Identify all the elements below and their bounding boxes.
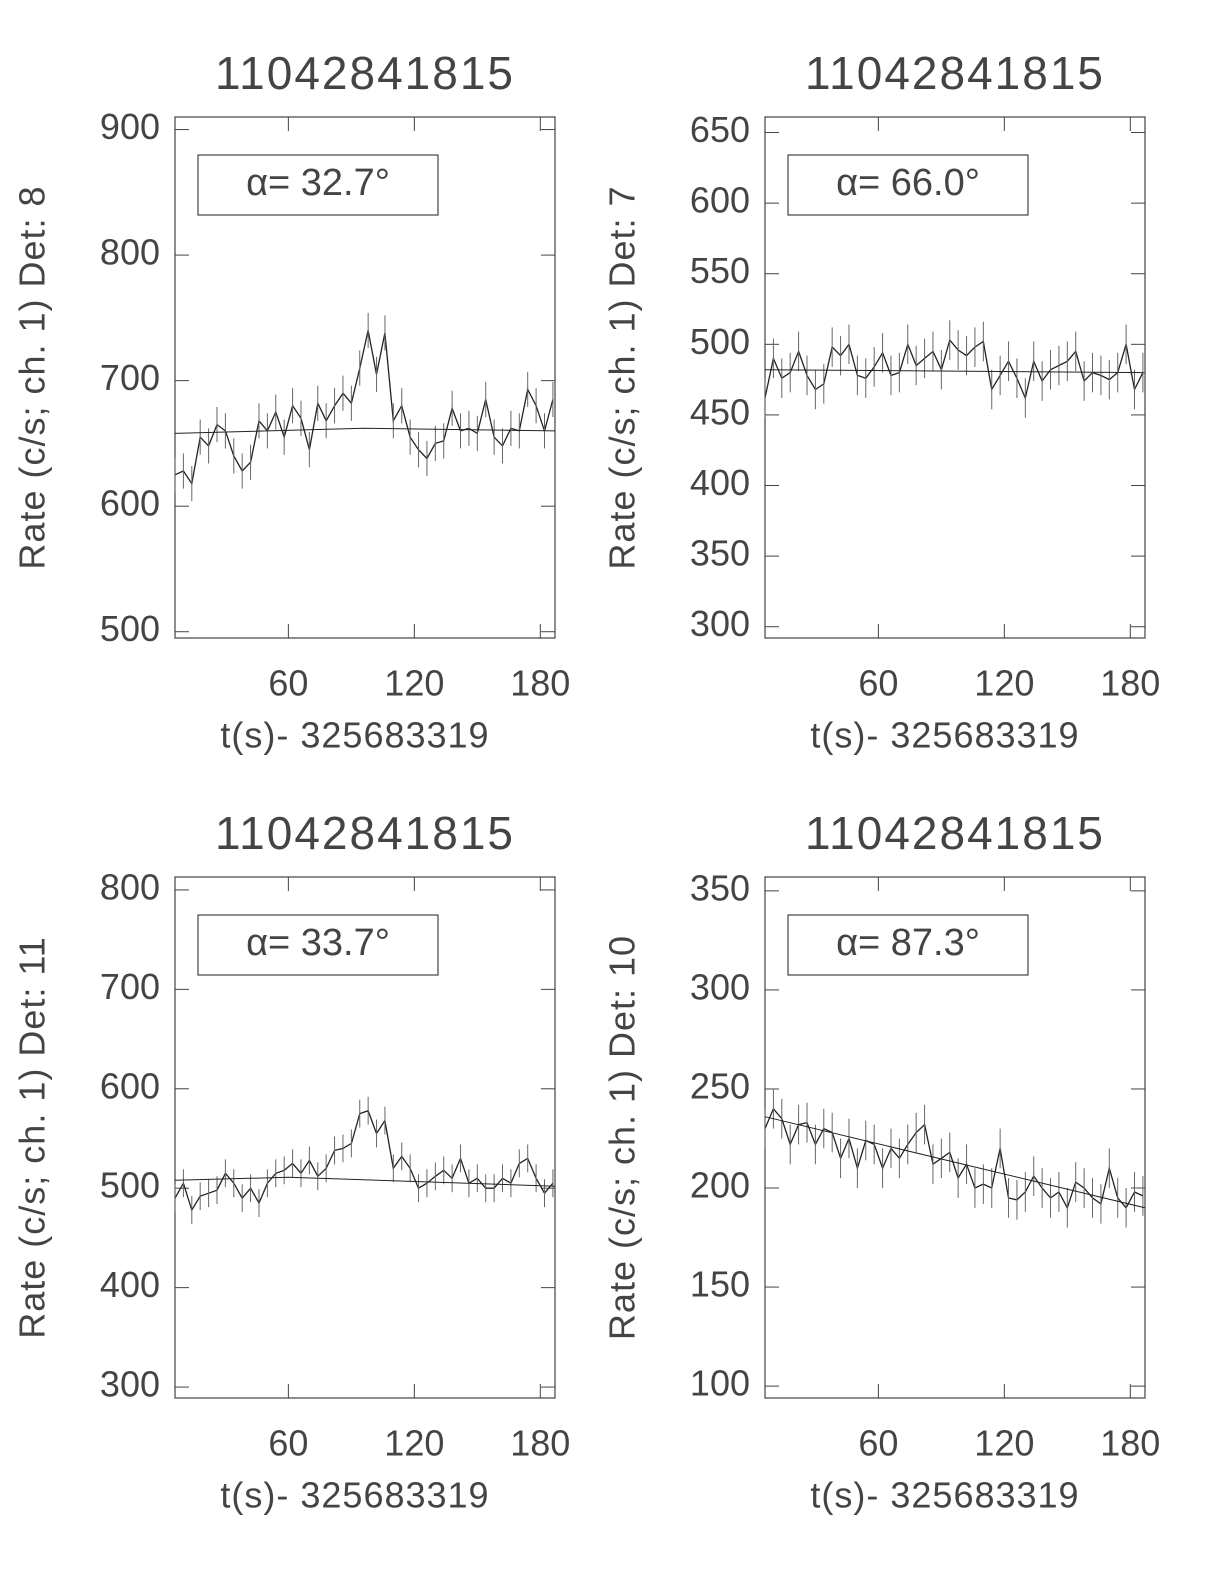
y-tick-label: 650 bbox=[690, 109, 750, 150]
y-tick-label: 350 bbox=[690, 533, 750, 574]
y-tick-label: 600 bbox=[100, 1065, 160, 1106]
x-tick-label: 120 bbox=[384, 663, 444, 704]
data-line bbox=[174, 1109, 554, 1212]
annotation-box bbox=[787, 914, 1029, 976]
annotation-box bbox=[197, 154, 439, 216]
y-tick-label: 550 bbox=[690, 250, 750, 291]
x-tick-label: 180 bbox=[1100, 1423, 1160, 1464]
chart-title: 11042841815 bbox=[215, 807, 515, 859]
y-tick-label: 500 bbox=[100, 608, 160, 649]
y-tick-label: 300 bbox=[690, 603, 750, 644]
annotation: α= 66.0° bbox=[836, 162, 980, 204]
y-tick-label: 250 bbox=[690, 1065, 750, 1106]
y-tick-label: 400 bbox=[100, 1264, 160, 1305]
fit-line bbox=[764, 1116, 1146, 1209]
y-tick-label: 600 bbox=[100, 483, 160, 524]
x-tick-label: 60 bbox=[858, 663, 898, 704]
y-tick-label: 600 bbox=[690, 180, 750, 221]
x-tick-label: 180 bbox=[1100, 663, 1160, 704]
plot-frame bbox=[174, 116, 556, 639]
y-tick-label: 200 bbox=[690, 1165, 750, 1206]
x-tick-label: 60 bbox=[268, 1423, 308, 1464]
chart-title: 11042841815 bbox=[805, 47, 1105, 99]
x-tick-label: 120 bbox=[384, 1423, 444, 1464]
y-tick-label: 700 bbox=[100, 966, 160, 1007]
x-axis-label: t(s)- 325683319 bbox=[220, 715, 489, 756]
x-tick-label: 180 bbox=[510, 1423, 570, 1464]
plot-frame bbox=[764, 116, 1146, 639]
fit-line bbox=[174, 1176, 556, 1187]
y-tick-label: 350 bbox=[690, 867, 750, 908]
y-tick-label: 800 bbox=[100, 866, 160, 907]
y-axis-label: Rate (c/s; ch. 1) Det: 10 bbox=[602, 935, 643, 1340]
annotation: α= 32.7° bbox=[246, 162, 390, 204]
x-axis-label: t(s)- 325683319 bbox=[810, 715, 1079, 756]
y-tick-label: 500 bbox=[100, 1165, 160, 1206]
y-tick-label: 400 bbox=[690, 462, 750, 503]
fit-line bbox=[764, 369, 1146, 374]
y-axis-label: Rate (c/s; ch. 1) Det: 7 bbox=[602, 185, 643, 569]
data-line bbox=[764, 1107, 1144, 1210]
data-line bbox=[764, 338, 1144, 401]
y-tick-label: 300 bbox=[100, 1364, 160, 1405]
annotation-box bbox=[197, 914, 439, 976]
y-axis-label: Rate (c/s; ch. 1) Det: 8 bbox=[12, 185, 53, 569]
chart-title: 11042841815 bbox=[805, 807, 1105, 859]
x-tick-label: 60 bbox=[858, 1423, 898, 1464]
x-tick-label: 60 bbox=[268, 663, 308, 704]
y-tick-label: 800 bbox=[100, 232, 160, 273]
x-tick-label: 120 bbox=[974, 1423, 1034, 1464]
y-tick-label: 500 bbox=[690, 321, 750, 362]
annotation: α= 33.7° bbox=[246, 922, 390, 964]
y-tick-label: 450 bbox=[690, 391, 750, 432]
y-tick-label: 900 bbox=[100, 106, 160, 147]
annotation: α= 87.3° bbox=[836, 922, 980, 964]
y-tick-label: 100 bbox=[690, 1363, 750, 1404]
annotation-box bbox=[787, 154, 1029, 216]
x-tick-label: 180 bbox=[510, 663, 570, 704]
x-tick-label: 120 bbox=[974, 663, 1034, 704]
x-axis-label: t(s)- 325683319 bbox=[220, 1475, 489, 1516]
data-line bbox=[174, 330, 554, 486]
y-axis-label: Rate (c/s; ch. 1) Det: 11 bbox=[12, 936, 53, 1338]
y-tick-label: 300 bbox=[690, 966, 750, 1007]
chart-title: 11042841815 bbox=[215, 47, 515, 99]
fit-line bbox=[174, 427, 556, 434]
x-axis-label: t(s)- 325683319 bbox=[810, 1475, 1079, 1516]
plot-frame bbox=[174, 876, 556, 1399]
y-tick-label: 150 bbox=[690, 1264, 750, 1305]
y-tick-label: 700 bbox=[100, 357, 160, 398]
